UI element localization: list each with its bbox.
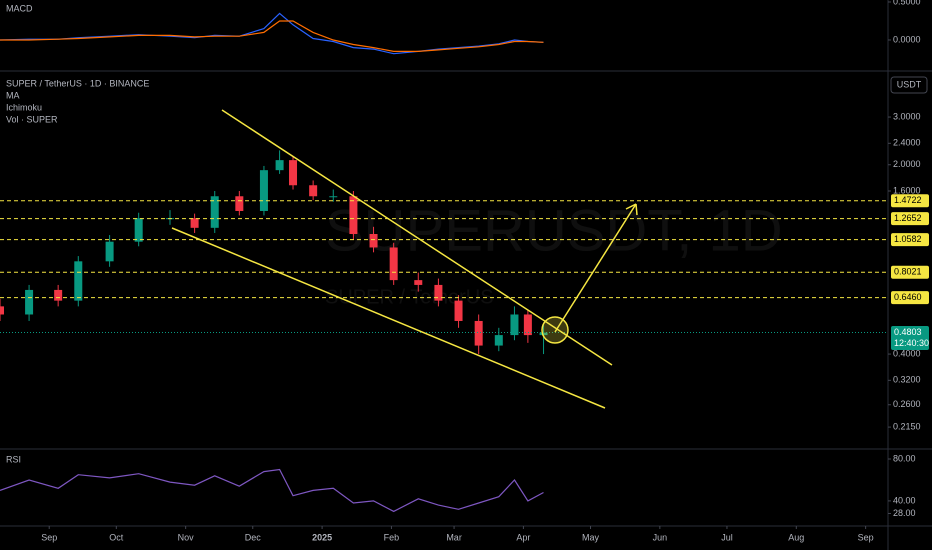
y-tick-label: 0.4000 <box>893 348 921 358</box>
candle-body <box>25 289 34 315</box>
candle-body <box>235 196 244 211</box>
x-tick-label: Nov <box>178 532 195 542</box>
candle-body <box>454 300 463 321</box>
price-level-label: 0.8021 <box>894 267 922 277</box>
price-level-label: 1.2652 <box>894 213 922 223</box>
countdown-label: 12:40:30 <box>894 338 929 348</box>
arrow <box>554 203 637 333</box>
candle-body <box>54 289 63 301</box>
candle-body <box>434 284 443 301</box>
last-price-box <box>891 326 929 351</box>
x-tick-label: Sep <box>41 532 57 542</box>
indicator-label: MA <box>6 90 20 100</box>
y-tick-label: 0.2150 <box>893 421 921 431</box>
x-tick-label: Apr <box>516 532 530 542</box>
price-level-box <box>891 233 929 247</box>
trend-line <box>221 109 613 366</box>
arrow-head <box>625 203 638 216</box>
x-tick-label: Dec <box>245 532 262 542</box>
x-tick-label: Mar <box>446 532 462 542</box>
currency-box <box>890 76 928 94</box>
candle-body <box>74 261 83 301</box>
y-tick-label: 28.00 <box>893 508 916 518</box>
y-tick-label: 2.4000 <box>893 138 921 148</box>
candle-body <box>134 218 143 242</box>
x-tick-label: May <box>582 532 600 542</box>
candle-body <box>349 196 358 235</box>
price-level-box <box>891 212 929 226</box>
x-tick-label: Aug <box>788 532 804 542</box>
y-tick-label: 3.0000 <box>893 111 921 121</box>
candle-body <box>289 160 298 186</box>
watermark: SUPERUSDT, 1D <box>325 198 783 263</box>
candle-body <box>329 196 338 198</box>
y-tick-label: 0.5000 <box>893 0 921 6</box>
series-line <box>0 20 544 52</box>
y-tick-label: 80.00 <box>893 453 916 463</box>
y-tick-label: 0.2600 <box>893 399 921 409</box>
price-level-box <box>891 194 929 208</box>
price-level-label: 1.4722 <box>894 195 922 205</box>
highlight-circle <box>541 316 569 344</box>
x-tick-label: Sep <box>858 532 874 542</box>
x-tick-label: Jun <box>653 532 668 542</box>
candle-body <box>210 196 219 228</box>
x-tick-label: Feb <box>384 532 400 542</box>
series-line <box>0 468 544 513</box>
y-tick-label: 0.0000 <box>893 34 921 44</box>
candle-body <box>510 314 519 336</box>
price-level-box <box>891 291 929 305</box>
last-price-label: 0.4803 <box>894 327 922 337</box>
candle-body <box>309 185 318 197</box>
candle-body <box>259 170 268 211</box>
x-tick-label: Oct <box>109 532 124 542</box>
candle-body <box>389 247 398 281</box>
y-tick-label: 1.6000 <box>893 185 921 195</box>
candle-body <box>523 314 532 336</box>
indicator-label: Vol · SUPER <box>6 114 58 124</box>
pane-title: SUPER / TetherUS · 1D · BINANCE <box>6 78 149 88</box>
price-level-label: 0.6460 <box>894 292 922 302</box>
y-tick-label: 0.3200 <box>893 375 921 385</box>
candle-body <box>414 280 423 285</box>
price-level-box <box>891 265 929 279</box>
x-tick-label: 2025 <box>312 532 332 542</box>
price-level-label: 1.0582 <box>894 234 922 244</box>
candle-body <box>369 234 378 248</box>
y-tick-label: 40.00 <box>893 495 916 505</box>
indicator-label: Ichimoku <box>6 102 42 112</box>
currency-label: USDT <box>897 79 922 89</box>
candle-body <box>275 160 284 171</box>
trend-line <box>171 227 606 409</box>
candle-body <box>494 335 503 346</box>
x-tick-label: Jul <box>721 532 733 542</box>
candle-body <box>539 332 548 336</box>
pane-title: RSI <box>6 454 21 464</box>
y-tick-label: 2.0000 <box>893 159 921 169</box>
candle-body <box>190 218 199 228</box>
candle-body <box>474 320 483 346</box>
candle-body <box>0 306 4 315</box>
candle-body <box>105 241 114 262</box>
series-line <box>0 12 544 55</box>
pane-title: MACD <box>6 3 33 13</box>
